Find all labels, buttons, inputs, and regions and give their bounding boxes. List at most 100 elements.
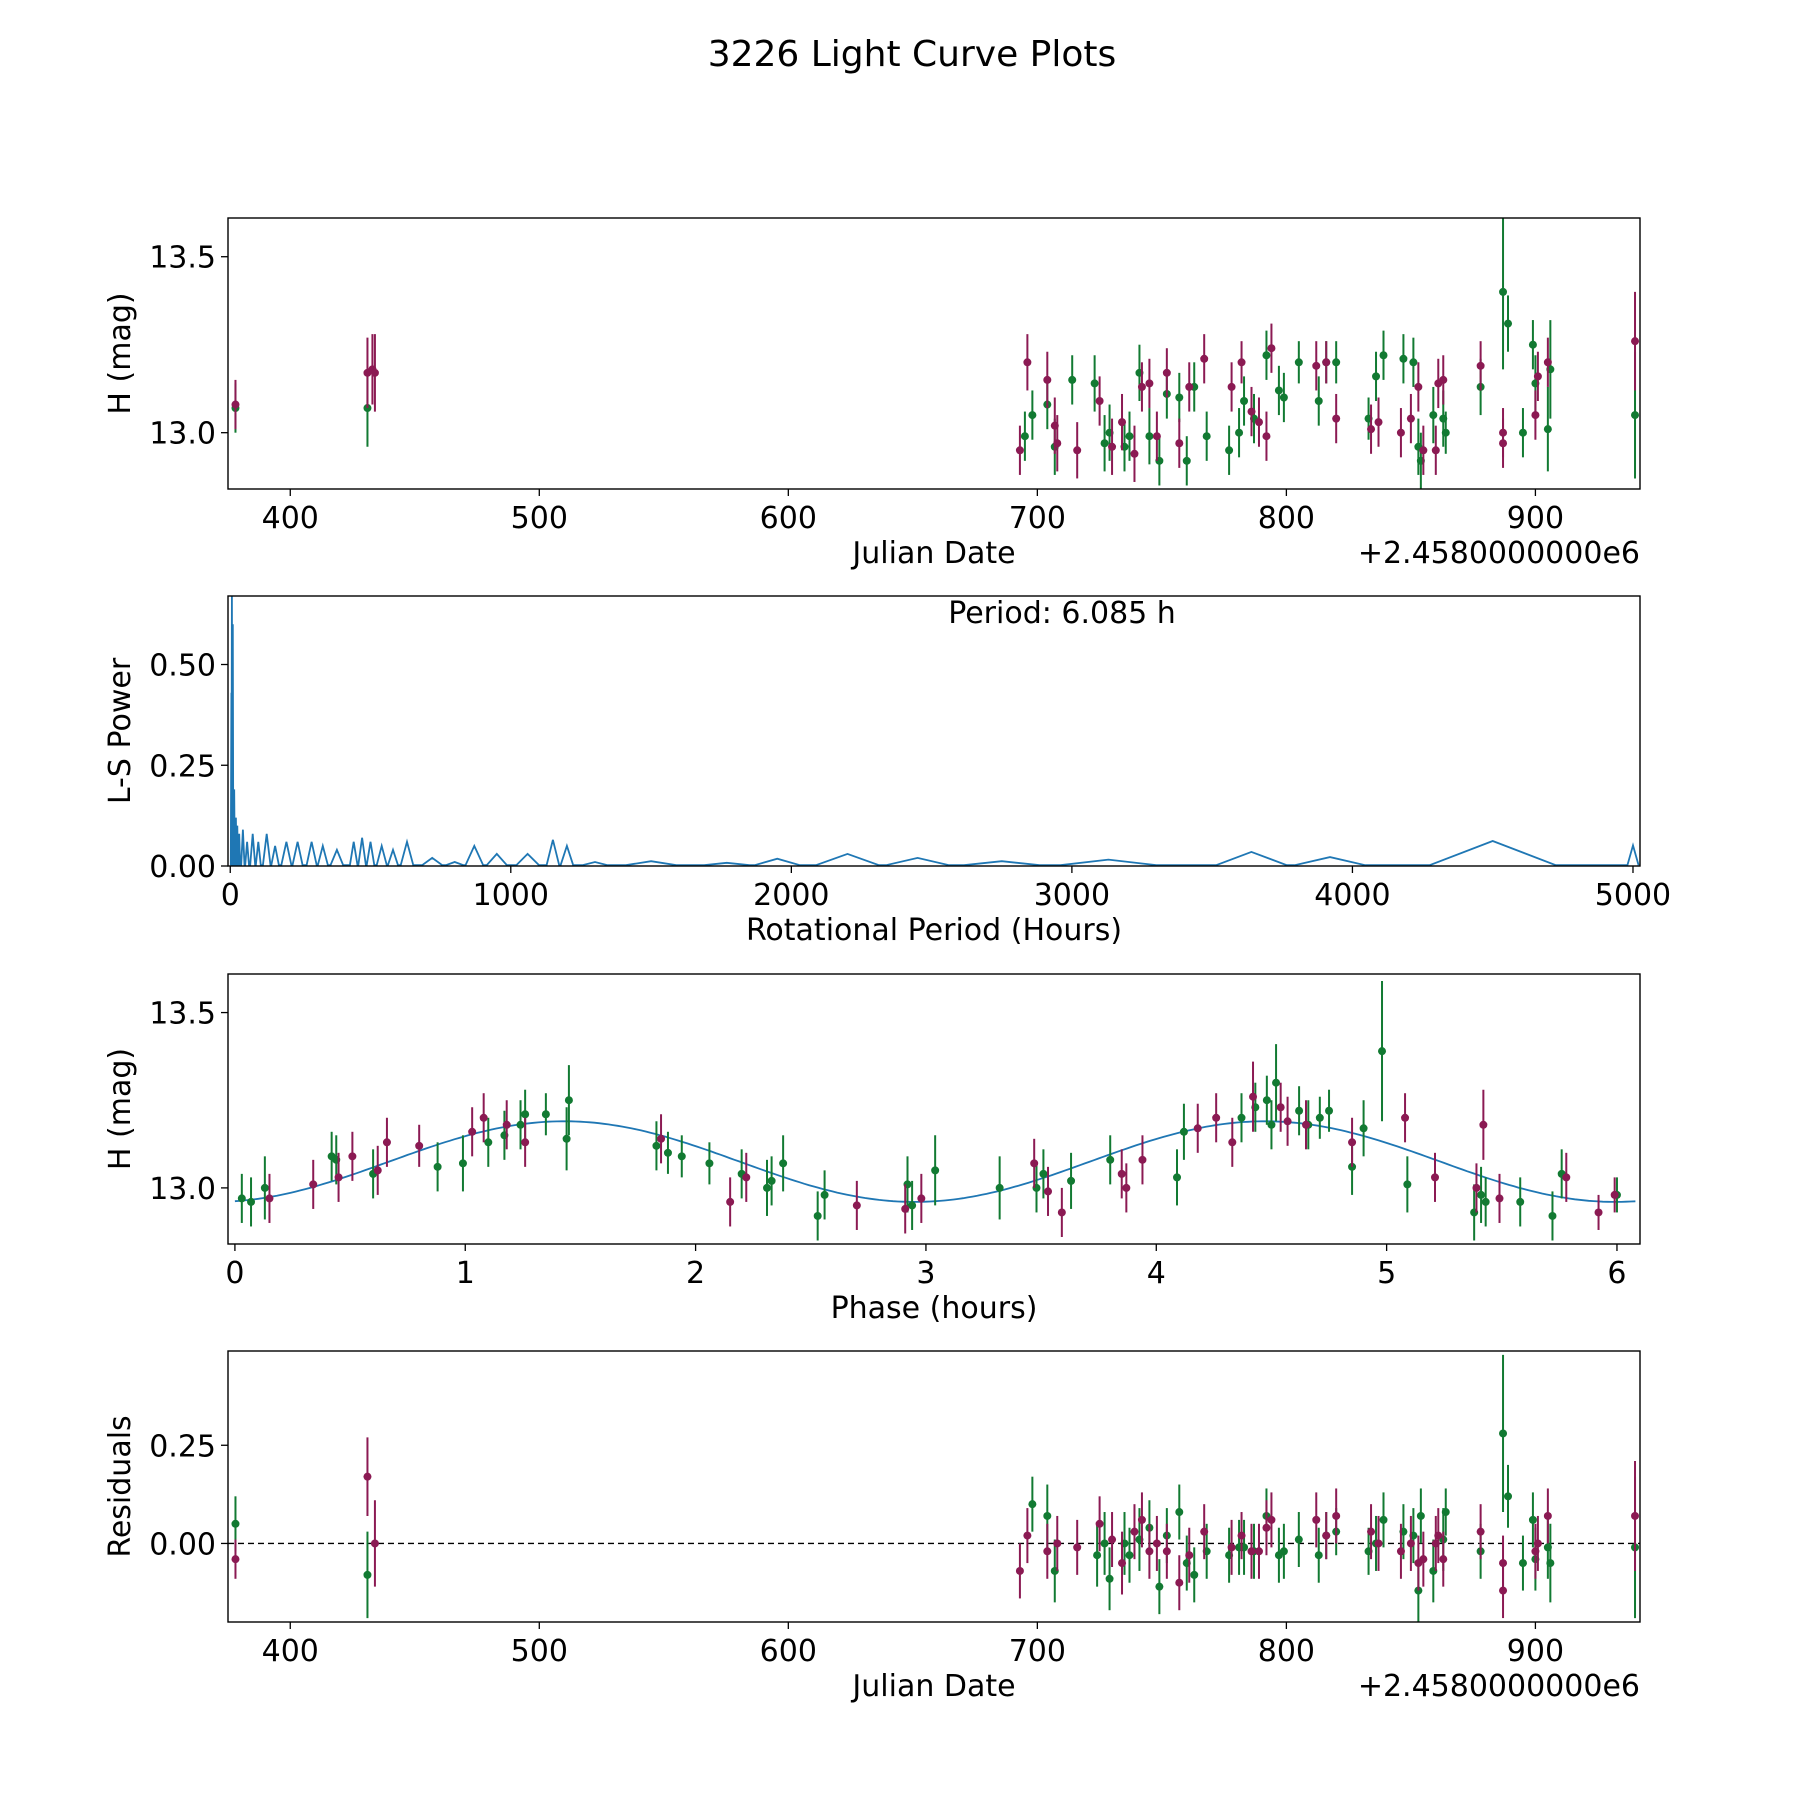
magenta-data-point (1283, 1117, 1292, 1126)
magenta-data-point (1396, 1547, 1405, 1556)
lc-ytick-label: 13.0 (149, 417, 216, 452)
green-data-point (1106, 1155, 1115, 1164)
phase-xtick-label: 4 (1147, 1256, 1166, 1291)
magenta-data-point (1030, 1159, 1039, 1168)
green-data-point (1202, 432, 1211, 441)
magenta-data-point (1262, 432, 1271, 441)
magenta-data-point (1130, 449, 1139, 458)
green-data-point (363, 1570, 372, 1579)
green-data-point (1175, 1508, 1184, 1517)
green-data-point (1039, 1169, 1048, 1178)
magenta-data-point (1267, 1515, 1276, 1524)
green-data-point (1399, 354, 1408, 363)
ls-axes-frame (227, 595, 1641, 867)
magenta-data-point (1332, 1511, 1341, 1520)
green-data-point (1274, 386, 1283, 395)
magenta-data-point (852, 1201, 861, 1210)
magenta-data-point (1175, 1578, 1184, 1587)
magenta-data-point (502, 1120, 511, 1129)
magenta-data-point (1631, 1511, 1640, 1520)
magenta-data-point (468, 1127, 477, 1136)
magenta-data-point (1322, 1531, 1331, 1540)
green-data-point (541, 1110, 550, 1119)
green-data-point (1028, 411, 1037, 420)
phase-plot-area (234, 981, 1636, 1241)
green-data-point (1090, 379, 1099, 388)
magenta-data-point (373, 1166, 382, 1175)
magenta-data-point (1227, 382, 1236, 391)
magenta-data-point (1043, 1547, 1052, 1556)
green-data-point (1279, 1547, 1288, 1556)
green-data-point (1028, 1500, 1037, 1509)
lc-ylabel: H (mag) (103, 292, 138, 414)
magenta-data-point (1043, 375, 1052, 384)
magenta-data-point (1419, 446, 1428, 455)
magenta-data-point (348, 1152, 357, 1161)
lc-xtick-label: 500 (511, 501, 568, 536)
magenta-data-point (1312, 1515, 1321, 1524)
magenta-data-point (726, 1197, 735, 1206)
green-data-point (516, 1120, 525, 1129)
magenta-data-point (1152, 1539, 1161, 1548)
magenta-data-point (1130, 1527, 1139, 1536)
ls-power-curve (229, 596, 1640, 866)
magenta-data-point (1631, 337, 1640, 346)
green-data-point (1314, 397, 1323, 406)
magenta-data-point (1228, 1138, 1237, 1147)
magenta-data-point (1348, 1138, 1357, 1147)
magenta-data-point (1276, 1103, 1285, 1112)
magenta-data-point (1152, 432, 1161, 441)
green-data-point (1379, 351, 1388, 360)
resid-xtick-label: 800 (1258, 1634, 1315, 1669)
magenta-data-point (657, 1134, 666, 1143)
magenta-data-point (1185, 382, 1194, 391)
green-data-point (1125, 1551, 1134, 1560)
resid-ytick-label: 0.25 (149, 1429, 216, 1464)
magenta-data-point (1396, 428, 1405, 437)
ls-xlabel: Rotational Period (Hours) (746, 913, 1122, 948)
magenta-data-point (1374, 418, 1383, 427)
magenta-data-point (1057, 1208, 1066, 1217)
magenta-data-point (1434, 1531, 1443, 1540)
magenta-data-point (521, 1138, 530, 1147)
magenta-data-point (1267, 344, 1276, 353)
green-data-point (1235, 428, 1244, 437)
magenta-data-point (1531, 411, 1540, 420)
magenta-data-point (1430, 1173, 1439, 1182)
magenta-data-point (1472, 1183, 1481, 1192)
green-data-point (1403, 1180, 1412, 1189)
magenta-data-point (309, 1180, 318, 1189)
magenta-data-point (1200, 354, 1209, 363)
green-data-point (1279, 393, 1288, 402)
magenta-data-point (1419, 1555, 1428, 1564)
magenta-data-point (1053, 1539, 1062, 1548)
magenta-data-point (1162, 1547, 1171, 1556)
magenta-data-point (334, 1173, 343, 1182)
phase-xtick-label: 2 (686, 1256, 705, 1291)
magenta-data-point (1044, 1187, 1053, 1196)
magenta-data-point (1138, 1155, 1147, 1164)
magenta-data-point (1185, 1551, 1194, 1560)
ls-ytick-label: 0.00 (149, 850, 216, 885)
magenta-data-point (1610, 1190, 1619, 1199)
magenta-data-point (1237, 1531, 1246, 1540)
green-data-point (763, 1183, 772, 1192)
phase-xtick-label: 1 (456, 1256, 475, 1291)
green-data-point (1020, 432, 1029, 441)
magenta-data-point (1439, 375, 1448, 384)
phase-ytick-label: 13.0 (149, 1172, 216, 1207)
magenta-data-point (1254, 418, 1263, 427)
ls-plot-area (229, 596, 1640, 866)
magenta-data-point (1145, 379, 1154, 388)
green-data-point (231, 1519, 240, 1528)
magenta-data-point (1533, 1539, 1542, 1548)
magenta-data-point (1122, 1183, 1131, 1192)
resid-offset-text: +2.4580000000e6 (1358, 1669, 1640, 1704)
green-data-point (1518, 1559, 1527, 1568)
green-data-point (1125, 432, 1134, 441)
green-data-point (1175, 393, 1184, 402)
magenta-data-point (1015, 1566, 1024, 1575)
figure-title: 3226 Light Curve Plots (708, 34, 1117, 75)
magenta-data-point (1200, 1527, 1209, 1536)
